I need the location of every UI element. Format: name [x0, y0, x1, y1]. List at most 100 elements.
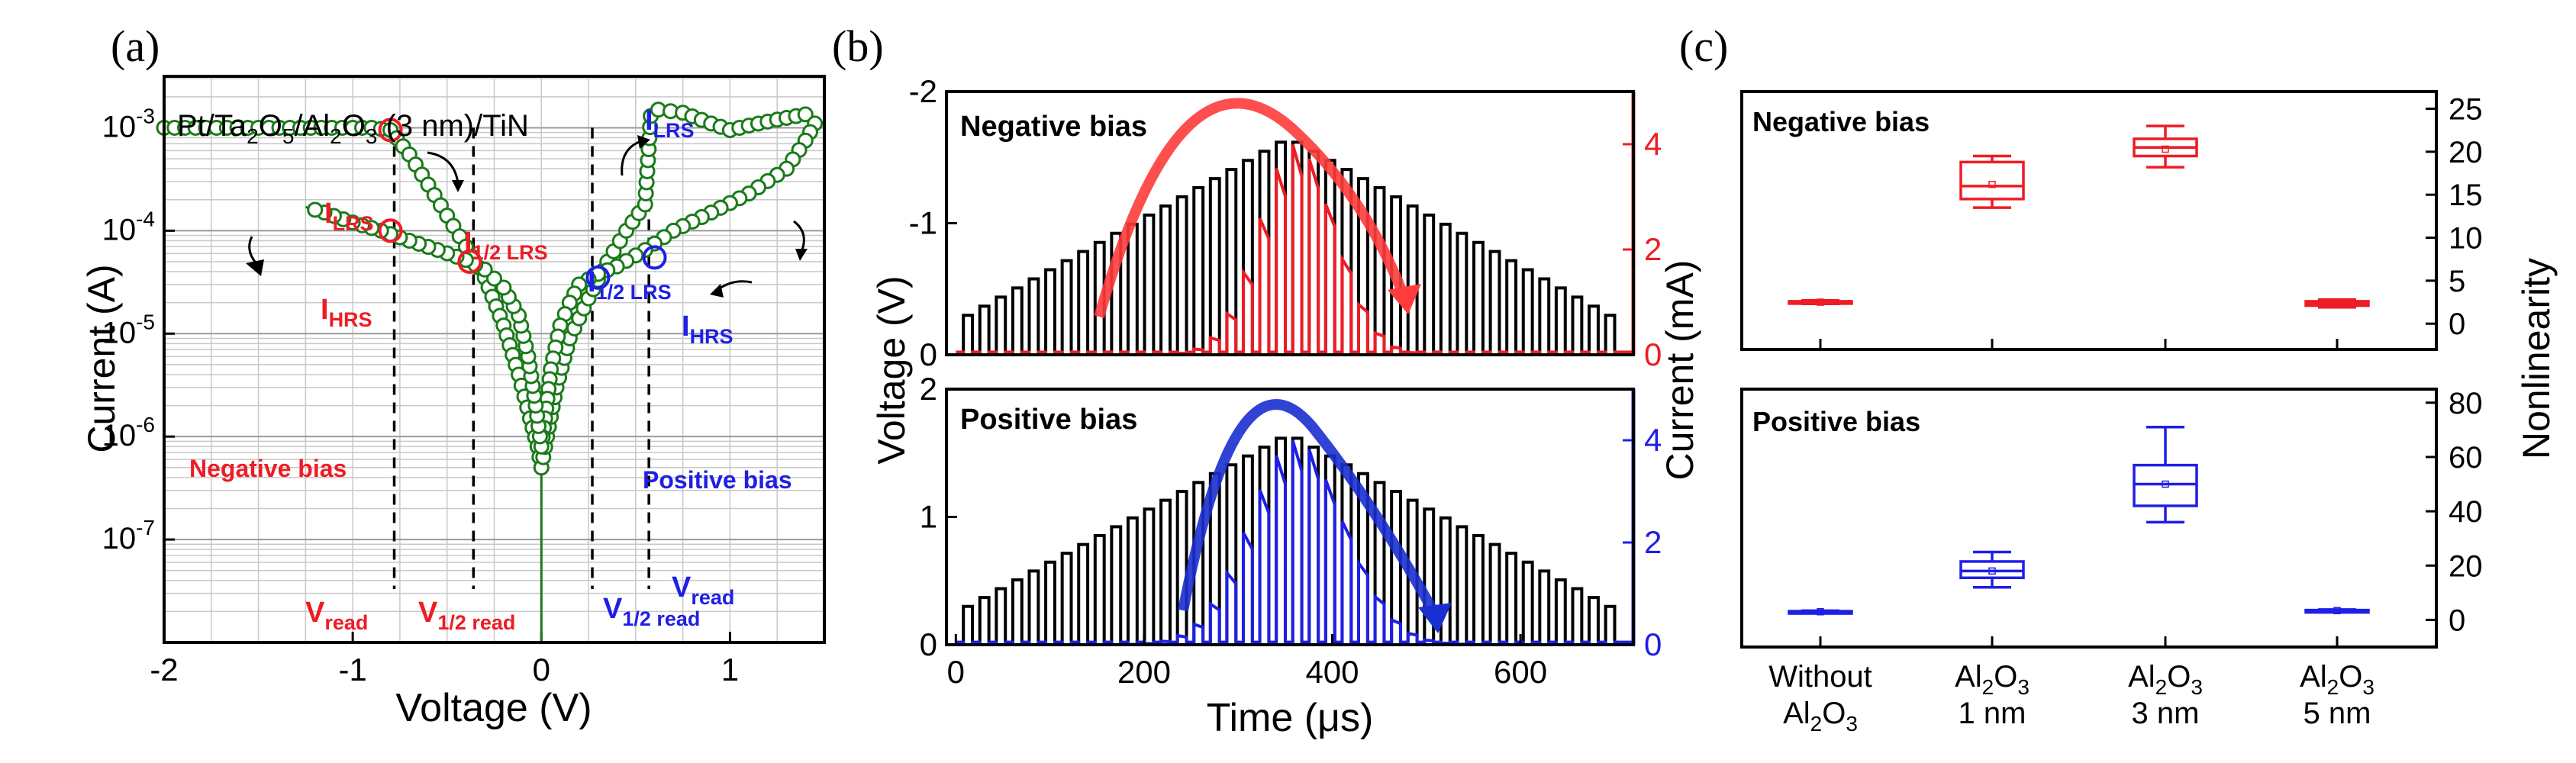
annot-positive-bias: Positive bias	[643, 466, 792, 494]
y-tick-label: 0	[2449, 604, 2465, 637]
x-tick-label: 1	[721, 652, 739, 687]
y-tick-label: 10-7	[102, 516, 155, 555]
box-mean	[1817, 298, 1824, 306]
highlight-marker	[642, 245, 667, 270]
arrow-sweep-5	[717, 280, 753, 291]
box-iqr	[1959, 560, 2025, 580]
arrow-sweep-1	[427, 151, 459, 184]
box-mean	[2333, 300, 2341, 308]
highlight-marker	[378, 218, 403, 243]
panel-c-top-frame	[1740, 90, 2438, 351]
category-label-5nm-l1: Al2O3	[2300, 660, 2374, 699]
y-tick-label: 10-6	[102, 413, 155, 452]
highlight-marker	[457, 249, 482, 274]
arrow-head-2	[246, 259, 264, 276]
panel-label-a: (a)	[111, 21, 160, 71]
box-mean	[2162, 480, 2169, 488]
panel-a-frame	[163, 75, 826, 644]
panel-a-inset-title: Pt/Ta2O5/Al2O3 (3 nm)/TiN	[177, 109, 529, 148]
annot-vhalf-neg: V1/2 read	[418, 597, 515, 634]
category-label-5nm-l2: 5 nm	[2304, 697, 2371, 730]
iv-point	[797, 106, 814, 123]
x-tick-label: 600	[1494, 654, 1547, 690]
box-iqr	[2133, 463, 2198, 507]
y-tick-label: 20	[2449, 549, 2483, 583]
arrow-sweep-3	[621, 140, 642, 176]
annot-ihrs-pos: IHRS	[682, 311, 733, 348]
y-tick-label: 10-4	[102, 207, 155, 246]
y-right-tick-label: 4	[1644, 422, 1662, 458]
y-right-tick-label: 0	[1644, 336, 1662, 372]
panel-label-b: (b)	[832, 21, 884, 71]
highlight-marker	[585, 265, 611, 290]
y-left-tick-label: 0	[920, 336, 937, 372]
category-label-3nm-l2: 3 nm	[2132, 697, 2200, 730]
panel-c-category-labels: Without Al2O3 Al2O3 1 nm Al2O3 3 nm Al2O…	[1768, 660, 2374, 736]
annot-negative-bias: Negative bias	[189, 455, 347, 482]
box-mean	[1988, 180, 1996, 188]
voltage-pulse-train	[956, 140, 1633, 356]
annot-ihalf-neg: I1/2 LRS	[464, 227, 548, 264]
panel-b-bottom-trend-arrow	[1178, 399, 1440, 617]
panel-b-top-frame	[945, 90, 1635, 356]
panel-c-bottom-frame	[1740, 388, 2438, 649]
panel-b-bottom-frame	[945, 388, 1635, 646]
iv-point	[495, 279, 512, 296]
box-mean	[1817, 607, 1824, 616]
box-mean	[1988, 567, 1996, 575]
y-tick-label: 15	[2449, 179, 2483, 212]
panel-b-top-title: Negative bias	[960, 111, 1147, 143]
y-tick-label: 0	[2449, 307, 2465, 341]
box-iqr	[1959, 160, 2025, 201]
panel-label-c: (c)	[1679, 21, 1728, 71]
y-tick-label: 25	[2449, 93, 2483, 127]
y-left-tick-label: 2	[920, 371, 937, 407]
panel-c-bottom-plot: 0 20 40 60 80	[1788, 387, 2483, 647]
panel-c-ylabel: Nonlinearity	[2515, 258, 2558, 459]
annot-vhalf-pos: V1/2 read	[603, 593, 700, 630]
annot-ilrs-pos: ILRS	[645, 105, 695, 142]
category-label-without-l1: Without	[1768, 660, 1872, 694]
y-tick-label: 10-3	[102, 104, 155, 143]
panel-b-top-trend-arrowhead	[1388, 284, 1421, 314]
y-right-tick-label: 2	[1644, 524, 1662, 560]
y-right-tick-label: 2	[1644, 231, 1662, 267]
y-left-tick-label: -1	[909, 205, 937, 241]
panel-b-xlabel: Time (μs)	[1207, 696, 1374, 740]
y-tick-label: 60	[2449, 441, 2483, 475]
x-tick-label: -1	[338, 652, 366, 687]
y-right-tick-label: 4	[1644, 126, 1662, 162]
y-tick-label: 10	[2449, 222, 2483, 256]
category-label-1nm-l1: Al2O3	[1955, 660, 2030, 699]
annot-ihrs-neg: IHRS	[321, 294, 372, 331]
x-tick-label: 0	[533, 652, 550, 687]
arrow-head-4	[795, 249, 808, 261]
y-left-tick-label: 0	[920, 626, 937, 662]
box-mean	[2333, 607, 2341, 615]
arrow-head-3	[637, 135, 650, 149]
y-tick-label: 40	[2449, 495, 2483, 529]
y-tick-label: 5	[2449, 265, 2465, 298]
panel-a-ylabel: Current (A)	[80, 264, 123, 452]
panel-b-bottom-trend-arrowhead	[1418, 603, 1452, 633]
box-mean	[2162, 145, 2169, 153]
panel-c-top-title: Negative bias	[1752, 106, 1930, 137]
panel-a-xlabel: Voltage (V)	[395, 686, 592, 730]
panel-b-ylabel-left: Voltage (V)	[870, 275, 913, 464]
panel-a-plot: 10-7 10-6 10-5 10-4 10-3 -2 -1 0 1	[102, 76, 825, 687]
panel-b-bottom-title: Positive bias	[960, 404, 1137, 436]
panel-b-top-trend-arrow	[1094, 98, 1410, 318]
panel-b-ylabel-right: Current (mA)	[1659, 260, 1701, 481]
y-right-tick-label: 0	[1644, 626, 1662, 662]
iv-point	[307, 201, 324, 218]
annot-vread-pos: Vread	[672, 571, 734, 609]
category-label-1nm-l2: 1 nm	[1959, 697, 2026, 730]
category-label-without-l2: Al2O3	[1783, 697, 1858, 736]
annot-ihalf-pos: I1/2 LRS	[588, 266, 672, 304]
highlight-marker	[378, 118, 403, 143]
y-left-tick-label: -2	[909, 73, 937, 109]
x-tick-label: 400	[1305, 654, 1359, 690]
y-tick-label: 80	[2449, 387, 2483, 420]
y-tick-label: 10-5	[102, 310, 155, 349]
